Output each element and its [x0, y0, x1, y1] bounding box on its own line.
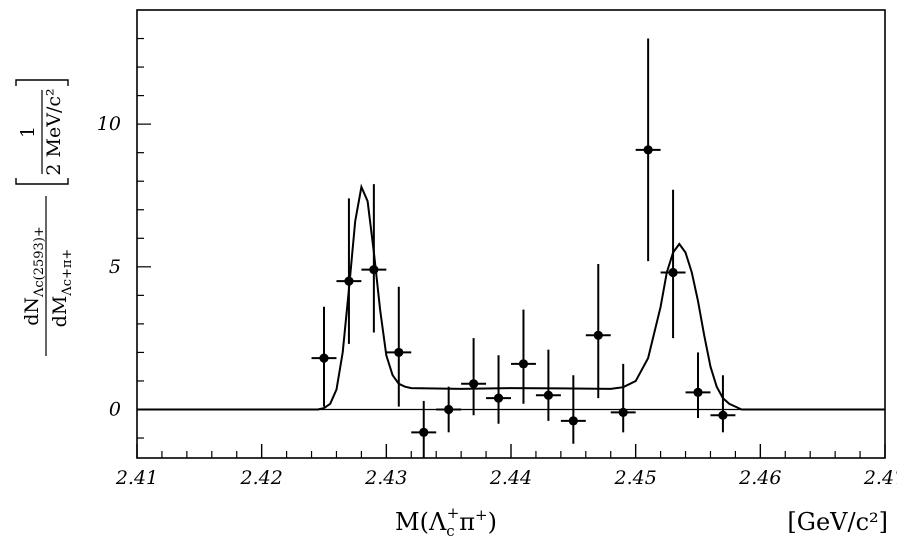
x-label-sub: c — [446, 522, 454, 536]
data-points — [311, 38, 736, 458]
y-axis-title: dNΛc(2593)+ dMΛc+π+ 1 2 MeV/c² — [15, 79, 75, 356]
point-marker — [718, 410, 728, 420]
x-label-sup: + — [447, 504, 460, 522]
data-point — [411, 400, 437, 458]
x-ticks: 2.41 2.42 2.43 2.44 2.45 2.46 2.47 — [115, 444, 897, 489]
svg-text:dMΛc+π+: dMΛc+π+ — [49, 249, 75, 328]
point-marker — [643, 145, 653, 155]
point-marker — [369, 265, 379, 275]
y-unit-left-bracket — [15, 178, 69, 185]
y-unit-right-bracket — [15, 79, 69, 86]
point-marker — [543, 390, 554, 400]
y-tick-label: 10 — [97, 113, 121, 135]
y-label-denominator-sub: Λc+π+ — [60, 249, 75, 297]
data-point — [336, 198, 362, 344]
data-point — [511, 309, 536, 404]
data-point — [635, 38, 661, 262]
x-tick-label: 2.45 — [614, 467, 657, 489]
data-point — [585, 263, 611, 399]
point-marker — [493, 393, 504, 403]
x-tick-label: 2.44 — [489, 467, 532, 489]
x-axis-unit: [GeV/c²] — [787, 508, 888, 536]
data-point — [610, 363, 636, 433]
point-marker — [518, 359, 529, 369]
fit-curve — [137, 183, 885, 411]
x-label-main: M(Λ — [395, 508, 447, 536]
data-point — [685, 352, 711, 419]
point-marker — [419, 427, 429, 437]
data-point — [660, 189, 686, 339]
y-label-denominator: dM — [49, 296, 71, 328]
y-ticks: 0 5 10 — [97, 37, 151, 439]
data-point — [311, 306, 337, 407]
data-point — [535, 349, 561, 421]
svg-text:dNΛc(2593)+: dNΛc(2593)+ — [21, 226, 47, 326]
x-tick-label: 2.42 — [240, 467, 283, 489]
plot-frame — [136, 9, 886, 459]
y-label-numerator: dN — [21, 297, 43, 326]
y-unit-bracket: 1 2 MeV/c² — [15, 79, 69, 185]
point-marker — [444, 404, 454, 415]
data-point — [486, 355, 511, 424]
x-label-tail-sup: + — [475, 506, 488, 524]
data-point — [461, 338, 487, 416]
data-point — [436, 386, 462, 433]
data-point — [386, 286, 412, 407]
x-label-tail: π — [459, 508, 475, 536]
data-point — [560, 375, 586, 444]
point-marker — [319, 353, 329, 363]
y-label-numerator-sub: Λc(2593)+ — [32, 226, 47, 298]
point-marker — [693, 387, 703, 397]
y-tick-label: 0 — [109, 398, 121, 420]
point-marker — [469, 379, 479, 389]
y-unit-numerator: 1 — [17, 126, 39, 138]
x-tick-label: 2.43 — [364, 467, 407, 489]
y-tick-label: 5 — [109, 256, 121, 278]
data-point — [361, 184, 387, 333]
point-marker — [593, 330, 603, 340]
x-tick-label: 2.46 — [738, 467, 781, 489]
fit-curve-group — [137, 183, 885, 411]
point-marker — [568, 416, 578, 426]
point-marker — [344, 276, 354, 286]
y-unit-denominator: 2 MeV/c² — [43, 88, 65, 175]
x-tick-label: 2.41 — [115, 467, 158, 489]
point-marker — [668, 267, 678, 278]
point-marker — [394, 347, 404, 358]
data-point — [710, 375, 736, 433]
x-tick-label: 2.47 — [863, 467, 897, 489]
plot-border — [136, 9, 886, 459]
x-label-close: ) — [488, 508, 497, 536]
point-marker — [618, 407, 628, 417]
x-axis-title: M(Λc+π+) — [395, 504, 497, 536]
